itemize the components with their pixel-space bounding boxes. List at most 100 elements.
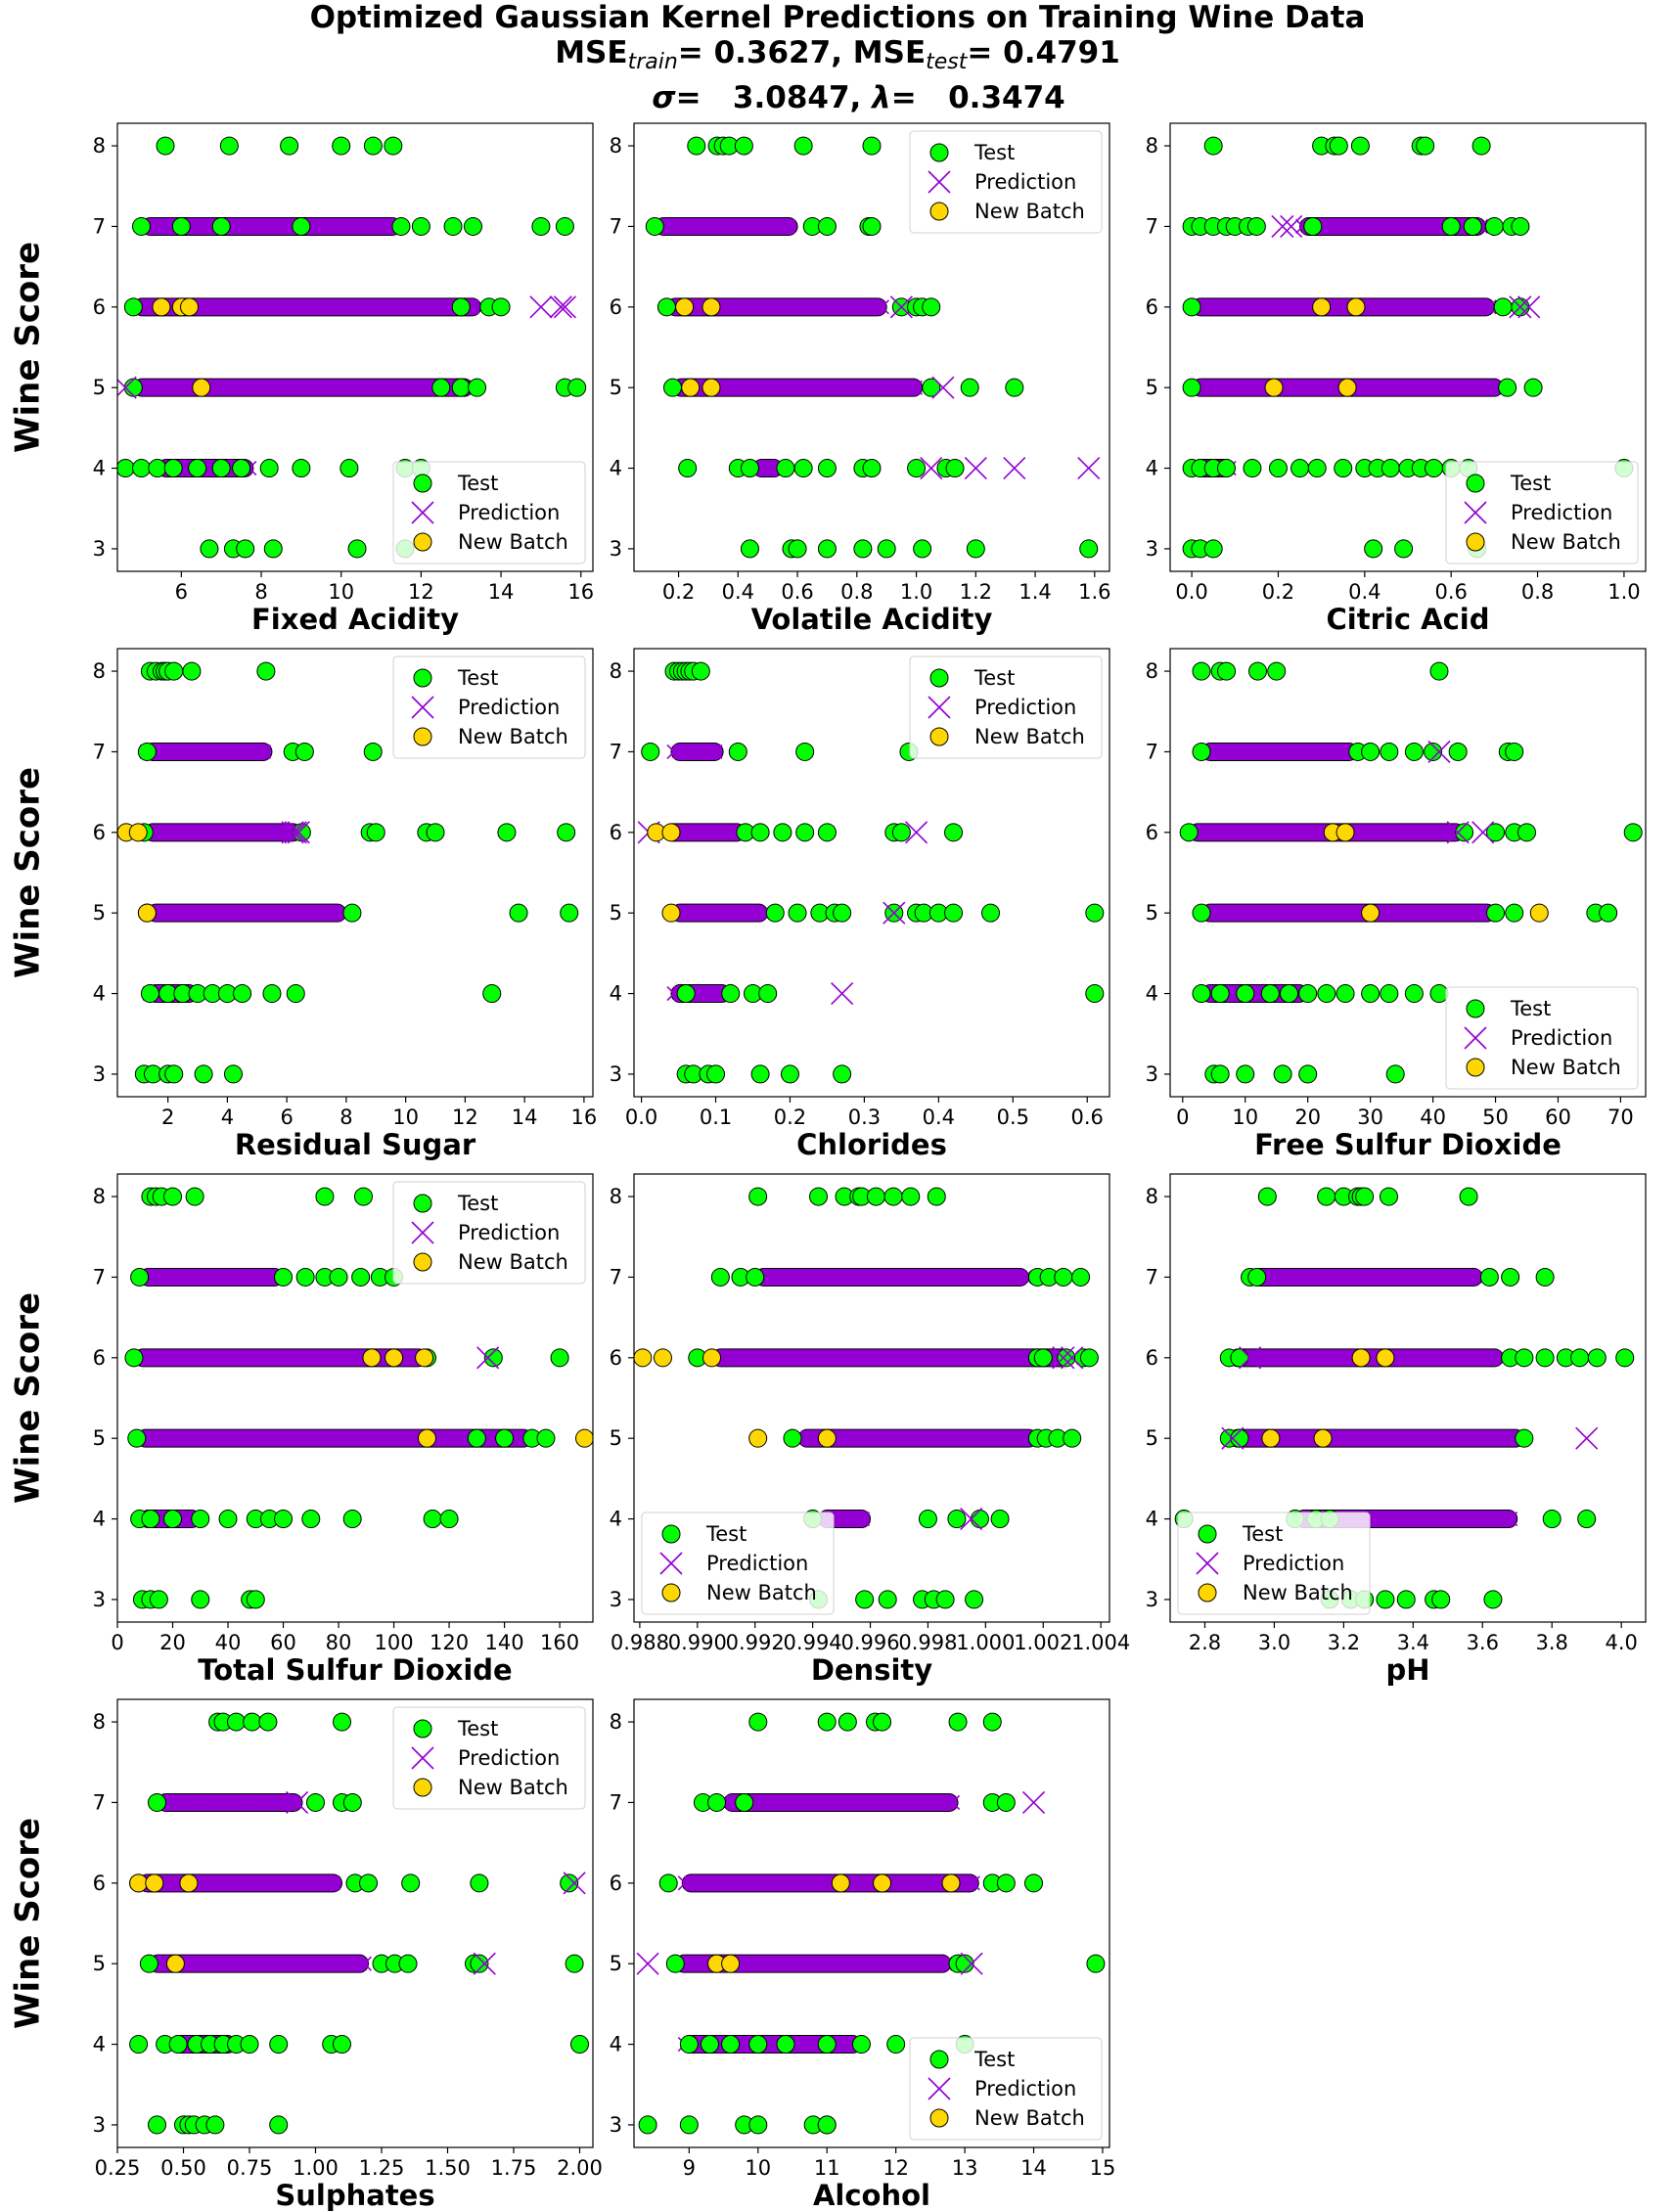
legend: Test Prediction New Batch <box>1445 461 1639 564</box>
test-point <box>467 1428 486 1448</box>
x-tick-label: 1.0 <box>1607 580 1640 604</box>
legend-test-marker <box>413 668 432 688</box>
x-axis-label: Sulphates <box>275 2179 434 2212</box>
x-tick-label: 40 <box>215 1631 242 1654</box>
test-point <box>1381 459 1400 478</box>
test-point <box>411 216 430 236</box>
test-point <box>1005 378 1024 397</box>
x-tick-label: 6 <box>280 1106 293 1129</box>
test-point <box>240 2035 259 2054</box>
test-point <box>124 1348 144 1368</box>
x-tick-label: 0 <box>111 1631 123 1654</box>
test-point <box>1379 1187 1398 1206</box>
x-tick-label: 0.2 <box>1262 580 1294 604</box>
axes-frame <box>116 648 594 1098</box>
legend-frame <box>1445 461 1639 564</box>
y-tick-label: 3 <box>1146 537 1158 561</box>
test-point <box>1329 136 1348 156</box>
test-point <box>922 378 941 397</box>
test-point <box>883 1187 903 1206</box>
legend-prediction-marker <box>928 2077 951 2100</box>
legend-frame <box>909 655 1103 759</box>
new-batch-point <box>681 378 701 397</box>
x-axis-label: Volatile Acidity <box>751 603 993 636</box>
x-tick-label: 20 <box>1294 1106 1321 1129</box>
x-tick-label: 14 <box>512 1106 538 1129</box>
x-tick-label: 20 <box>159 1631 186 1654</box>
x-tick-label: 10 <box>1232 1106 1258 1129</box>
test-point <box>148 2115 166 2135</box>
test-point <box>947 1510 967 1529</box>
test-point <box>188 459 207 478</box>
test-point <box>1203 539 1223 559</box>
test-point <box>191 1510 210 1529</box>
prediction-point <box>553 295 576 319</box>
legend-prediction-marker <box>1196 1552 1219 1575</box>
prediction-point <box>1003 456 1026 480</box>
x-tick-label: 1.004 <box>1071 1631 1130 1654</box>
test-point <box>1298 984 1318 1004</box>
plot-marks <box>1182 136 1634 559</box>
x-axis-label: Alcohol <box>813 2179 930 2212</box>
legend-test-marker <box>1466 999 1485 1018</box>
test-point <box>746 1267 765 1287</box>
prediction-point <box>636 1952 659 1975</box>
legend: Test Prediction New Batch <box>1177 1512 1371 1615</box>
test-point <box>795 742 815 761</box>
new-batch-point <box>165 1954 185 1973</box>
test-point <box>965 1590 984 1609</box>
test-point <box>262 984 282 1004</box>
legend-prediction-marker <box>1464 501 1487 524</box>
x-tick-label: 0.8 <box>840 580 873 604</box>
new-batch-point <box>575 1428 593 1448</box>
legend-label-new-batch: New Batch <box>1511 1056 1621 1079</box>
test-point <box>1085 903 1105 923</box>
test-point <box>878 1590 897 1609</box>
x-tick-label: 0.8 <box>1521 580 1554 604</box>
prediction-point <box>117 376 137 399</box>
figure-title: Optimized Gaussian Kernel Predictions on… <box>0 0 1675 115</box>
test-point <box>1471 136 1491 156</box>
test-point <box>205 2115 225 2135</box>
x-tick-label: 12 <box>408 580 434 604</box>
axes-frame <box>1169 1173 1647 1623</box>
title-line-1: Optimized Gaussian Kernel Predictions on… <box>309 0 1366 35</box>
test-point <box>1246 216 1266 236</box>
x-tick-label: 50 <box>1482 1106 1509 1129</box>
test-point <box>1501 1267 1520 1287</box>
test-point <box>721 2035 741 2054</box>
test-point <box>468 378 487 397</box>
x-tick-label: 16 <box>571 1106 598 1129</box>
x-tick-label: 1.4 <box>1019 580 1051 604</box>
test-point <box>1236 984 1255 1004</box>
new-batch-point <box>1337 378 1357 397</box>
legend-label-prediction: Prediction <box>1243 1552 1344 1575</box>
test-point <box>1587 1348 1607 1368</box>
y-tick-label: 8 <box>93 134 106 158</box>
test-point <box>1577 1510 1597 1529</box>
new-batch-point <box>702 297 721 317</box>
test-point <box>1179 823 1199 842</box>
prediction-point <box>1061 1346 1084 1370</box>
y-tick-label: 4 <box>610 457 622 480</box>
legend-label-new-batch: New Batch <box>458 530 568 554</box>
legend-label-prediction: Prediction <box>458 696 560 719</box>
y-tick-label: 4 <box>93 1508 106 1531</box>
prediction-point <box>889 295 913 319</box>
legend-test-marker <box>413 1719 432 1738</box>
y-tick-label: 3 <box>610 537 622 561</box>
y-tick-label: 3 <box>93 2113 106 2137</box>
legend-new-batch-marker <box>1466 532 1485 552</box>
legend-label-test: Test <box>1510 472 1551 495</box>
test-point <box>269 2035 289 2054</box>
test-point <box>168 2035 188 2054</box>
legend-label-prediction: Prediction <box>1511 501 1612 524</box>
test-point <box>982 1712 1002 1732</box>
test-point <box>560 1873 579 1893</box>
legend-label-prediction: Prediction <box>458 1746 560 1770</box>
legend-prediction-marker <box>1464 1026 1487 1050</box>
x-tick-label: 0.4 <box>923 1106 955 1129</box>
new-batch-point <box>634 1348 653 1368</box>
test-point <box>740 539 759 559</box>
test-point <box>935 1590 955 1609</box>
